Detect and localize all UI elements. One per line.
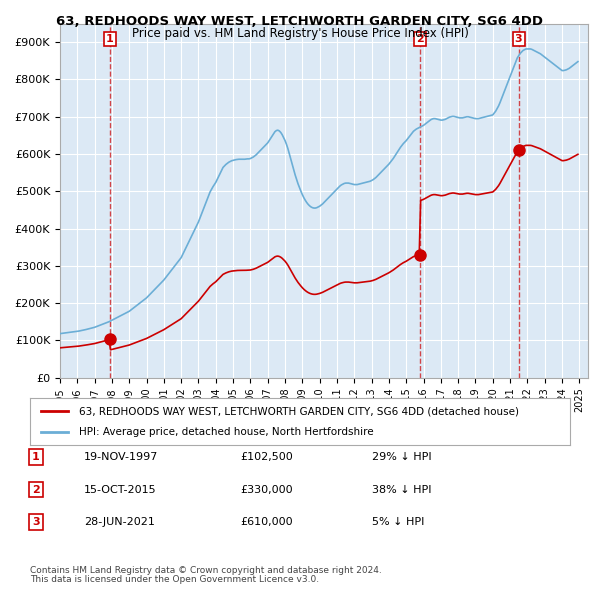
Text: 5% ↓ HPI: 5% ↓ HPI [372, 517, 424, 527]
Text: 29% ↓ HPI: 29% ↓ HPI [372, 453, 431, 462]
Text: This data is licensed under the Open Government Licence v3.0.: This data is licensed under the Open Gov… [30, 575, 319, 584]
Text: £102,500: £102,500 [240, 453, 293, 462]
Text: 15-OCT-2015: 15-OCT-2015 [84, 485, 157, 494]
Text: 3: 3 [515, 34, 523, 44]
Text: 28-JUN-2021: 28-JUN-2021 [84, 517, 155, 527]
Text: 1: 1 [106, 34, 114, 44]
Text: 2: 2 [416, 34, 424, 44]
Text: 3: 3 [32, 517, 40, 527]
Text: 63, REDHOODS WAY WEST, LETCHWORTH GARDEN CITY, SG6 4DD (detached house): 63, REDHOODS WAY WEST, LETCHWORTH GARDEN… [79, 407, 518, 417]
Text: HPI: Average price, detached house, North Hertfordshire: HPI: Average price, detached house, Nort… [79, 427, 373, 437]
Text: Price paid vs. HM Land Registry's House Price Index (HPI): Price paid vs. HM Land Registry's House … [131, 27, 469, 40]
Text: 19-NOV-1997: 19-NOV-1997 [84, 453, 158, 462]
Text: £610,000: £610,000 [240, 517, 293, 527]
Text: £330,000: £330,000 [240, 485, 293, 494]
Text: 2: 2 [32, 485, 40, 494]
Text: Contains HM Land Registry data © Crown copyright and database right 2024.: Contains HM Land Registry data © Crown c… [30, 566, 382, 575]
Text: 38% ↓ HPI: 38% ↓ HPI [372, 485, 431, 494]
Text: 1: 1 [32, 453, 40, 462]
Text: 63, REDHOODS WAY WEST, LETCHWORTH GARDEN CITY, SG6 4DD: 63, REDHOODS WAY WEST, LETCHWORTH GARDEN… [56, 15, 544, 28]
